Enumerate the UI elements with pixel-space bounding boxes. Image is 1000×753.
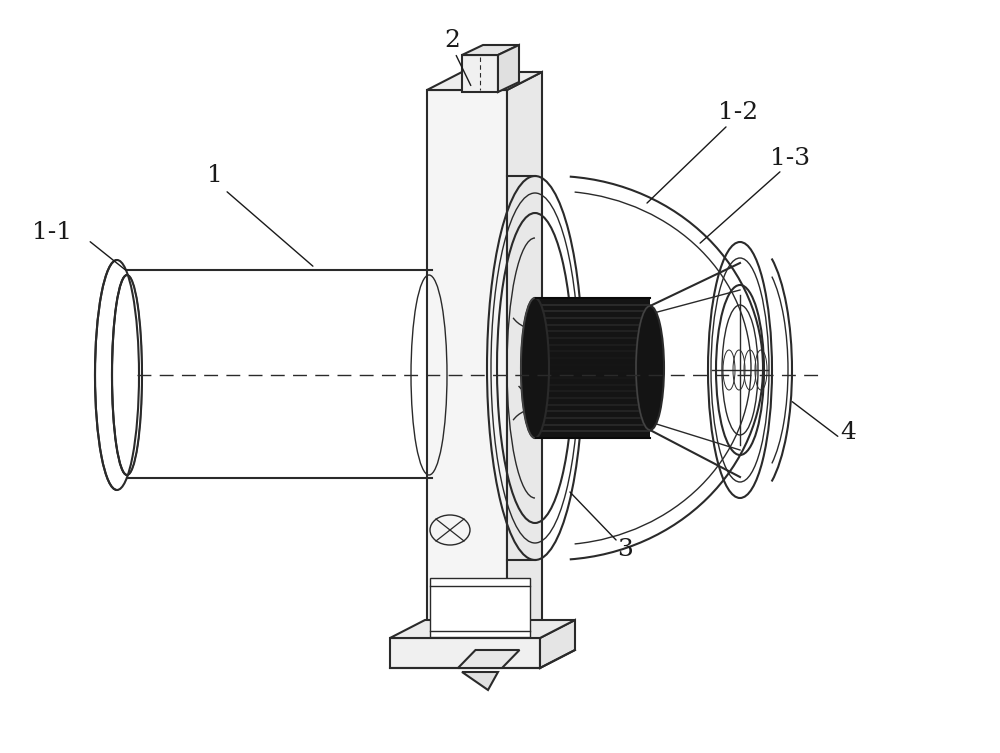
- Polygon shape: [390, 638, 540, 668]
- Polygon shape: [427, 72, 542, 90]
- Text: 1: 1: [207, 163, 223, 187]
- Bar: [535, 298, 650, 438]
- Polygon shape: [430, 578, 530, 637]
- Text: 1-2: 1-2: [718, 100, 758, 123]
- Polygon shape: [540, 620, 575, 668]
- Polygon shape: [390, 620, 575, 638]
- Polygon shape: [427, 90, 507, 655]
- Polygon shape: [458, 650, 520, 668]
- Text: 1-3: 1-3: [770, 147, 810, 169]
- Polygon shape: [462, 55, 498, 92]
- Polygon shape: [507, 72, 542, 655]
- Text: 4: 4: [840, 420, 856, 444]
- Polygon shape: [462, 672, 498, 690]
- Ellipse shape: [521, 298, 549, 438]
- Text: 3: 3: [617, 538, 633, 562]
- Polygon shape: [462, 45, 519, 55]
- Polygon shape: [498, 45, 519, 92]
- Text: 2: 2: [444, 29, 460, 51]
- Text: 1-1: 1-1: [32, 221, 72, 243]
- Ellipse shape: [636, 306, 664, 430]
